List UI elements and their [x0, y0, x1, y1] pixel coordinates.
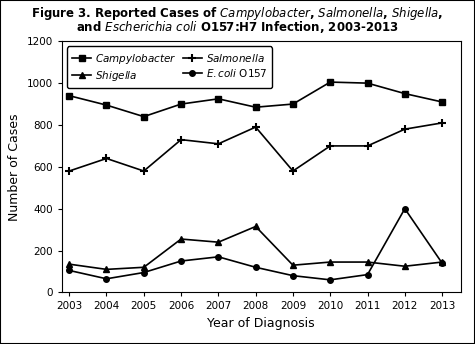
Text: Figure 3. Reported Cases of $\mathbf{\it{Campylobacter}}$, $\mathbf{\it{Salmonel: Figure 3. Reported Cases of $\mathbf{\it… [31, 5, 444, 22]
X-axis label: Year of Diagnosis: Year of Diagnosis [208, 317, 315, 330]
Text: and $\mathbf{\it{Escherichia\ coli}}$ O157:H7 Infection, 2003-2013: and $\mathbf{\it{Escherichia\ coli}}$ O1… [76, 19, 399, 35]
Legend: $\it{Campylobacter}$, $\it{Shigella}$, $\it{Salmonella}$, $\it{E.coli}$ O157: $\it{Campylobacter}$, $\it{Shigella}$, $… [67, 46, 272, 88]
Y-axis label: Number of Cases: Number of Cases [8, 113, 21, 221]
